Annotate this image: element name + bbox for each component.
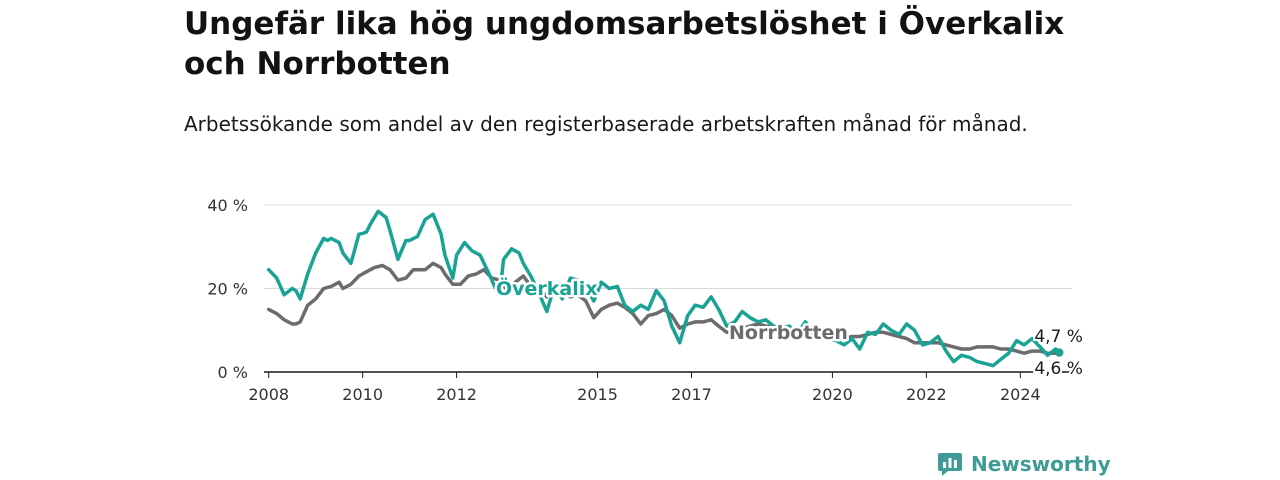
end-label-norrbotten: 4,6 % (1034, 359, 1083, 379)
end-label-overkalix: 4,7 % (1034, 327, 1083, 347)
x-tick-label: 2024 (1000, 385, 1041, 404)
end-marker-overkalix (1055, 348, 1064, 357)
line-chart: 0 % 20 % 40 % 2008 2010 2012 2015 2017 2020 2022 2… (207, 196, 1085, 404)
y-tick-label: 0 % (218, 363, 248, 382)
x-tick-label: 2020 (812, 385, 853, 404)
x-tick-label: 2022 (906, 385, 947, 404)
newsworthy-logo-icon (938, 453, 962, 476)
x-tick-label: 2015 (577, 385, 618, 404)
series-label-norrbotten: Norrbotten (729, 322, 848, 344)
y-tick-label: 40 % (207, 196, 248, 215)
series-line-overkalix (266, 209, 1062, 368)
series-label-overkalix: Överkalix (496, 276, 598, 300)
chart-subtitle: Arbetssökande som andel av den registerb… (184, 112, 1028, 136)
brand-name: Newsworthy (971, 452, 1111, 476)
x-tick-label: 2010 (342, 385, 383, 404)
x-tick-label: 2008 (248, 385, 289, 404)
x-tick-label: 2012 (436, 385, 477, 404)
y-tick-label: 20 % (207, 280, 248, 299)
chart-title: Ungefär lika hög ungdomsarbetslöshet i Ö… (184, 6, 1065, 82)
brand-logo: Newsworthy (937, 448, 1111, 480)
x-tick-label: 2017 (671, 385, 712, 404)
